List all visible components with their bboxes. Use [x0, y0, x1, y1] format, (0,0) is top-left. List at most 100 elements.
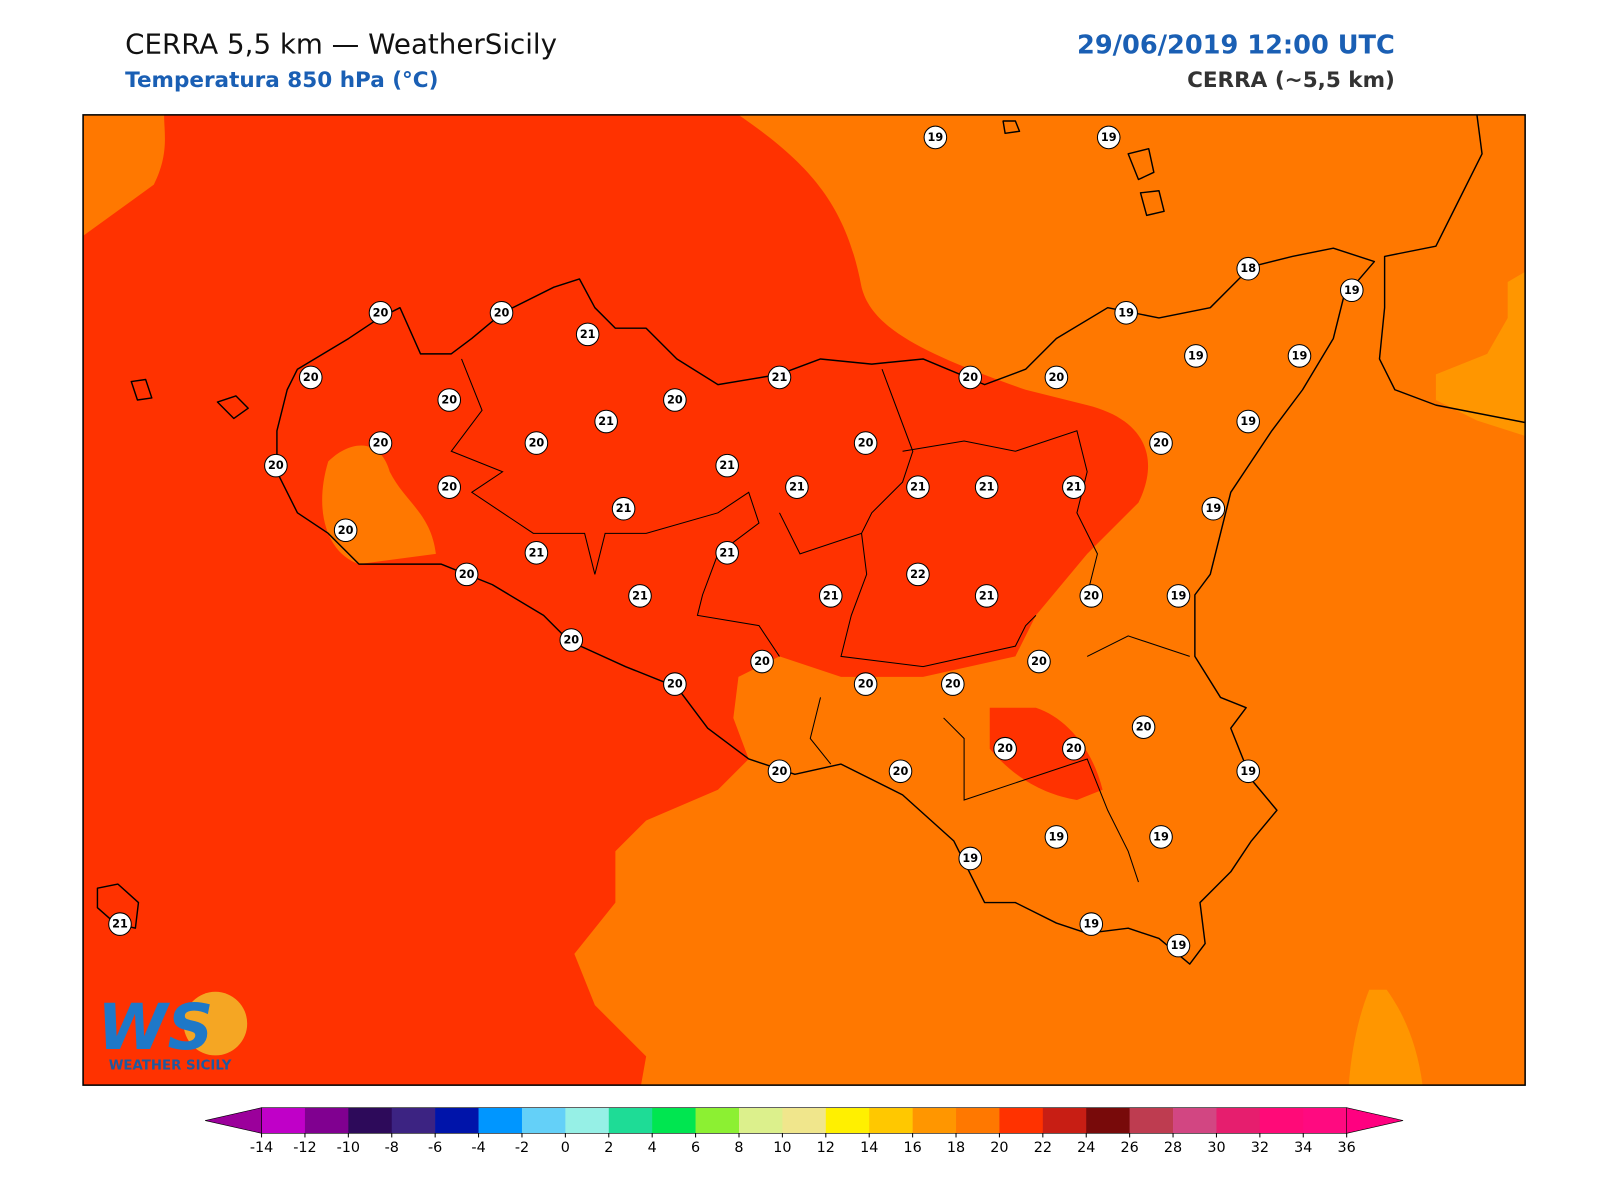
station-marker: [264, 453, 288, 478]
station-marker: [818, 584, 843, 608]
station-marker: [368, 301, 393, 325]
station: 20: [993, 736, 1017, 761]
station-value: 21: [632, 589, 648, 602]
station-marker: [663, 388, 687, 412]
colorbar-bin: [912, 1107, 957, 1134]
station-marker: [853, 431, 878, 455]
station: 20: [1027, 649, 1051, 674]
colorbar-bin: [391, 1107, 436, 1134]
station-value: 20: [962, 371, 978, 384]
station-marker: [906, 475, 930, 499]
station: 21: [594, 409, 618, 434]
station-marker: [1149, 431, 1173, 455]
station-value: 20: [893, 765, 909, 778]
station-value: 19: [928, 131, 944, 144]
station-marker: [750, 649, 774, 674]
colorbar-tick-label: 34: [1294, 1140, 1312, 1156]
station-value: 20: [1083, 589, 1099, 602]
station-marker: [1079, 912, 1104, 936]
logo-text: WEATHER SICILY: [109, 1059, 232, 1074]
station: 21: [628, 584, 652, 608]
station: 20: [1079, 584, 1104, 608]
colorbar-bin: [348, 1107, 393, 1134]
colorbar-bin: [1086, 1107, 1130, 1134]
station: 20: [1149, 431, 1173, 455]
station-value: 21: [112, 918, 128, 931]
colorbar-tick-label: 28: [1164, 1140, 1182, 1156]
station-value: 20: [667, 678, 683, 691]
station: 21: [767, 365, 792, 390]
station-value: 20: [338, 524, 354, 537]
station-value: 20: [772, 765, 788, 778]
station-marker: [663, 672, 687, 696]
colorbar-tick-label: 22: [1034, 1140, 1052, 1156]
station-value: 20: [997, 742, 1013, 755]
station-value: 19: [1153, 830, 1169, 843]
station-marker: [1079, 584, 1104, 608]
station: 21: [1062, 475, 1086, 499]
colorbar-tick-label: -4: [471, 1140, 485, 1156]
station-value: 19: [962, 852, 978, 865]
station-marker: [524, 431, 549, 455]
station-value: 20: [441, 394, 457, 407]
field-16-18-east: [1435, 271, 1526, 436]
station: 21: [785, 475, 809, 499]
station: 20: [264, 453, 288, 478]
station: 20: [853, 672, 878, 696]
station: 20: [454, 562, 479, 587]
colorbar-bin: [999, 1107, 1044, 1134]
colorbar-bin: [869, 1107, 913, 1134]
colorbar-bin: [608, 1107, 653, 1134]
colorbar-bin: [435, 1107, 479, 1134]
station: 21: [906, 475, 930, 499]
station: 19: [1287, 344, 1312, 368]
map: 19 19 18 19 20 20 21 19 20 20 20 21 20 20 19 19 19 21 20 20…: [83, 114, 1526, 1086]
colorbar-bin: [956, 1107, 1000, 1134]
station-value: 19: [1118, 306, 1134, 319]
station-marker: [1201, 496, 1226, 521]
station-value: 21: [598, 415, 614, 428]
colorbar-bin: [1303, 1107, 1347, 1134]
station: 20: [524, 431, 549, 455]
station-marker: [888, 759, 913, 784]
station: 21: [108, 912, 132, 936]
province-borders: [450, 358, 1190, 883]
colorbar-tick-label: -12: [293, 1140, 316, 1156]
station: 19: [1096, 125, 1121, 150]
station-value: 19: [1188, 349, 1204, 362]
station-value: 19: [1049, 830, 1065, 843]
station: 19: [1236, 409, 1260, 434]
colorbar-bin: [1173, 1107, 1217, 1134]
station: 21: [611, 496, 636, 521]
calabria-coast: [1378, 114, 1526, 424]
station: 20: [853, 431, 878, 455]
colorbar-over: [1346, 1107, 1404, 1134]
station-value: 20: [945, 678, 961, 691]
colorbar-bin: [1129, 1107, 1174, 1134]
station: 20: [298, 365, 323, 390]
station-value: 19: [1292, 349, 1308, 362]
station-value: 19: [1171, 939, 1187, 952]
station-value: 20: [1066, 742, 1082, 755]
station-value: 21: [910, 481, 926, 494]
station-value: 20: [303, 371, 319, 384]
station: 20: [437, 388, 462, 412]
colorbar-tick-label: 30: [1207, 1140, 1225, 1156]
colorbar: -14 -12 -10 -8 -6 -4 -2 0 2 4 6 8 10 12 14 16 18 20 22 24 26…: [205, 1107, 1404, 1156]
station-marker: [1096, 125, 1121, 150]
station: 21: [524, 541, 549, 565]
station-value: 20: [1153, 437, 1169, 450]
station: 20: [559, 628, 584, 652]
station-marker: [923, 125, 948, 150]
station-marker: [1062, 736, 1086, 761]
station-value: 21: [1066, 481, 1082, 494]
station-marker: [906, 562, 930, 587]
colorbar-under: [205, 1107, 262, 1134]
colorbar-tick-label: 18: [947, 1140, 965, 1156]
station-marker: [958, 846, 983, 871]
station: 20: [368, 431, 393, 455]
station: 18: [1236, 256, 1260, 281]
station: 21: [575, 322, 600, 347]
colorbar-bin: [652, 1107, 696, 1134]
station-marker: [974, 475, 999, 499]
